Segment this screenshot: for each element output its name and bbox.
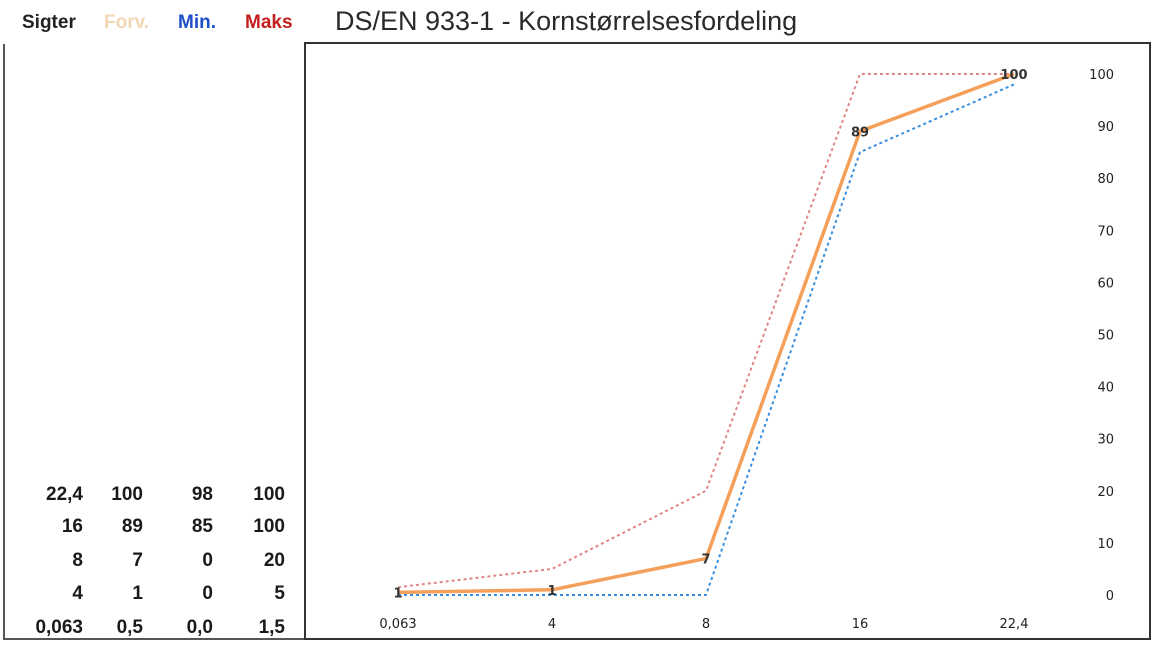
y-tick-label: 50	[1097, 329, 1114, 344]
series-line-min	[398, 83, 1015, 596]
series-line-maks	[397, 73, 1014, 589]
min-value: 85	[191, 516, 213, 537]
maks-value: 100	[253, 516, 285, 537]
sieve-size: 16	[61, 516, 83, 537]
y-tick-label: 100	[1089, 68, 1114, 83]
y-tick-label: 30	[1097, 433, 1114, 448]
table-row: 22,4 100 98 100	[5, 484, 305, 514]
min-value: 0	[202, 583, 213, 604]
x-tick-label: 22,4	[1000, 617, 1029, 632]
sieve-size: 4	[72, 583, 83, 604]
forv-value: 0,5	[116, 617, 143, 638]
gradation-chart: 0 10 20 30 40 50 60 70 80 90 100 0,063 4 8 16 22,4 1 1 7 89…	[379, 68, 1114, 632]
table-row: 8 7 0 20	[5, 550, 305, 580]
chart-title: DS/EN 933-1 - Kornstørrelsesfordeling	[335, 6, 798, 36]
data-label: 89	[851, 125, 869, 140]
header-min: Min.	[178, 12, 216, 33]
table-row: 4 1 0 5	[5, 583, 305, 613]
x-tick-label: 8	[702, 617, 710, 632]
y-tick-label: 90	[1097, 120, 1114, 135]
y-tick-label: 20	[1097, 485, 1114, 500]
data-label: 7	[701, 553, 710, 568]
x-tick-label: 4	[548, 617, 556, 632]
maks-value: 5	[274, 583, 285, 604]
x-tick-label: 0,063	[379, 617, 416, 632]
y-tick-label: 60	[1097, 276, 1114, 291]
data-label: 1	[547, 584, 556, 599]
forv-value: 1	[132, 583, 143, 604]
series-line-forv	[397, 72, 1015, 595]
forv-value: 89	[121, 516, 143, 537]
data-label: 1	[393, 586, 402, 601]
forv-value: 7	[132, 550, 143, 571]
sieve-size: 0,063	[35, 617, 83, 638]
table-row: 16 89 85 100	[5, 516, 305, 546]
data-label: 100	[1000, 68, 1027, 83]
maks-value: 1,5	[258, 617, 285, 638]
min-value: 98	[191, 484, 213, 505]
forv-value: 100	[111, 484, 143, 505]
sieve-size: 8	[72, 550, 83, 571]
maks-value: 100	[253, 484, 285, 505]
table-row: 0,063 0,5 0,0 1,5	[5, 617, 305, 647]
header-sigter: Sigter	[22, 12, 76, 33]
sieve-table: 22,4 100 98 100 16 89 85 100 8 7 0 20 4 …	[3, 44, 304, 640]
min-value: 0,0	[186, 617, 213, 638]
y-tick-label: 0	[1106, 589, 1114, 604]
y-tick-label: 70	[1097, 224, 1114, 239]
chart-frame: 0 10 20 30 40 50 60 70 80 90 100 0,063 4 8 16 22,4 1 1 7 89…	[304, 42, 1151, 640]
sieve-size: 22,4	[46, 484, 83, 505]
maks-value: 20	[263, 550, 285, 571]
header-maks: Maks	[245, 12, 293, 33]
y-tick-label: 80	[1097, 172, 1114, 187]
min-value: 0	[202, 550, 213, 571]
y-tick-label: 40	[1097, 381, 1114, 396]
header-forv: Forv.	[104, 12, 150, 33]
y-tick-label: 10	[1097, 537, 1114, 552]
x-tick-label: 16	[852, 617, 869, 632]
